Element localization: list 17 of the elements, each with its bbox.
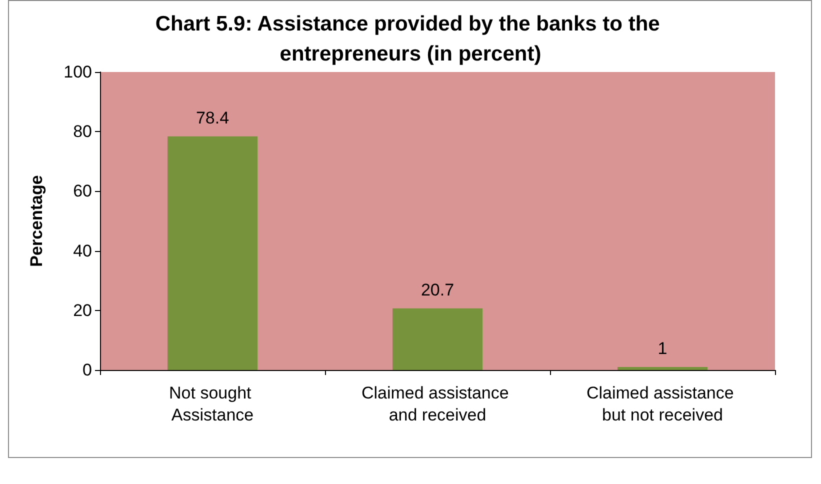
y-tick-label: 20 bbox=[73, 300, 92, 320]
x-tick-label: Not sought Assistance bbox=[169, 384, 256, 424]
y-tick-label: 60 bbox=[73, 182, 92, 201]
chart-title: Chart 5.9: Assistance provided by the banks to the entrepreneurs (in percent) bbox=[155, 12, 666, 66]
y-tick-label: 100 bbox=[64, 62, 92, 82]
y-axis-title: Percentage bbox=[27, 175, 46, 267]
y-tick-label: 0 bbox=[82, 360, 92, 380]
bar bbox=[392, 308, 482, 370]
data-label: 78.4 bbox=[196, 108, 230, 128]
y-tick-label: 40 bbox=[73, 241, 92, 260]
data-label: 20.7 bbox=[420, 280, 454, 300]
x-tick-label: Claimed assistance and received bbox=[361, 384, 514, 424]
y-tick-label: 80 bbox=[73, 122, 92, 142]
data-label: 1 bbox=[658, 339, 668, 358]
bar bbox=[168, 136, 258, 370]
x-tick-label: Claimed assistance but not received bbox=[586, 384, 739, 424]
bar bbox=[618, 367, 708, 370]
